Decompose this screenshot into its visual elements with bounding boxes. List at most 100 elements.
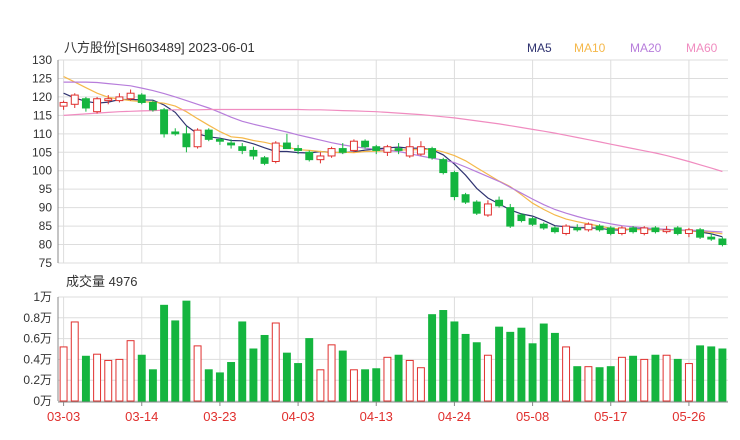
candle — [573, 224, 582, 232]
candle — [562, 224, 571, 236]
price-tick-label: 75 — [39, 256, 53, 270]
candle-body — [517, 214, 526, 222]
candle-body — [327, 148, 336, 157]
candle — [204, 128, 213, 142]
volume-bar — [606, 366, 615, 402]
candle — [115, 93, 124, 103]
ma20-line — [63, 81, 723, 233]
price-tick-label: 100 — [32, 164, 52, 178]
volume-bar — [115, 358, 124, 402]
volume-bar — [416, 367, 425, 402]
candle — [696, 227, 705, 240]
volume-bar — [160, 304, 169, 402]
volume-bar — [81, 355, 90, 402]
candle — [327, 146, 336, 158]
volume-bar — [338, 350, 347, 402]
candle-body — [137, 94, 146, 103]
volume-bar — [707, 346, 716, 402]
volume-bar — [204, 369, 213, 402]
volume-bar — [238, 321, 247, 402]
candle — [450, 170, 459, 201]
candle — [673, 226, 682, 236]
candle-body — [539, 223, 548, 229]
candle-body — [662, 229, 671, 233]
candle — [517, 213, 526, 223]
candle — [104, 95, 113, 105]
candle — [215, 137, 224, 145]
candle-body — [238, 146, 247, 151]
candle — [148, 100, 157, 112]
volume-tick-label: 0.4万 — [23, 352, 52, 366]
candle-body — [349, 140, 358, 151]
candle-body — [383, 146, 392, 153]
candle-body — [148, 101, 157, 111]
candle-body — [461, 194, 470, 203]
volume-tick-label: 0.8万 — [23, 311, 52, 325]
candle — [81, 96, 90, 112]
candle-body — [70, 94, 79, 105]
volume-bar — [294, 363, 303, 402]
candle-body — [282, 142, 291, 150]
candle-body — [707, 236, 716, 240]
candle — [338, 143, 347, 155]
volume-y-axis: 1万 0.8万 0.6万 0.4万 0.2万 0万 — [23, 290, 59, 408]
volume-bar — [450, 321, 459, 402]
volume-bars — [59, 300, 727, 402]
candle — [640, 226, 649, 236]
candle-body — [405, 146, 414, 157]
candle — [171, 128, 180, 136]
price-tick-label: 115 — [33, 108, 52, 122]
candle — [249, 146, 258, 160]
candle — [405, 137, 414, 158]
candle-body — [617, 227, 626, 234]
candle-body — [651, 227, 660, 233]
volume-bar — [260, 334, 269, 402]
candle — [271, 141, 280, 164]
candle-body — [495, 199, 504, 207]
candle — [439, 157, 448, 175]
volume-bar — [405, 359, 414, 402]
date-tick-label: 03-23 — [203, 409, 236, 424]
chart-title: 八方股份[SH603489] 2023-06-01 — [64, 40, 255, 55]
volume-tick-label: 1万 — [33, 290, 52, 304]
volume-label: 成交量 4976 — [66, 274, 138, 289]
volume-bar — [372, 368, 381, 402]
candle — [584, 222, 593, 232]
candle-body — [271, 142, 280, 163]
candle — [137, 93, 146, 105]
date-tick-label: 05-08 — [516, 409, 549, 424]
candle — [182, 126, 191, 153]
price-tick-label: 80 — [39, 238, 53, 252]
volume-bar — [316, 369, 325, 402]
candlesticks — [59, 89, 727, 247]
candle — [472, 200, 481, 216]
volume-bar — [70, 321, 79, 402]
candle — [394, 143, 403, 155]
volume-bar — [528, 343, 537, 402]
candle — [126, 89, 135, 101]
candle-body — [439, 159, 448, 174]
candle-body — [227, 142, 236, 146]
candle-body — [450, 172, 459, 198]
date-tick-label: 04-03 — [281, 409, 314, 424]
legend: MA5 MA10 MA20 MA60 — [527, 41, 718, 55]
candle-body — [260, 157, 269, 164]
price-tick-label: 105 — [32, 145, 52, 159]
candle-body — [104, 98, 113, 102]
volume-bar — [506, 331, 515, 402]
price-tick-label: 95 — [39, 182, 53, 196]
volume-bar — [305, 338, 314, 402]
candle-body — [215, 138, 224, 142]
candle-body — [81, 98, 90, 109]
candle-body — [394, 148, 403, 151]
candle-body — [573, 227, 582, 231]
legend-ma20: MA20 — [630, 41, 662, 55]
date-tick-label: 05-26 — [672, 409, 705, 424]
candle — [539, 222, 548, 230]
candle-body — [640, 227, 649, 234]
candle-body — [305, 151, 314, 161]
candle-body — [361, 140, 370, 148]
volume-bar — [137, 354, 146, 402]
volume-bar — [662, 354, 671, 402]
volume-bar — [539, 323, 548, 402]
